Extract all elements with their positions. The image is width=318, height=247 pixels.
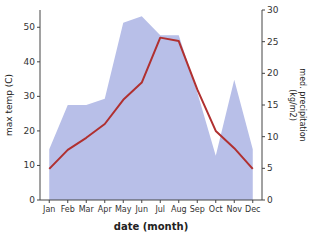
y2-tick-label: 20 [267, 68, 279, 78]
y2-axis-label-line: med. precipitation [298, 68, 307, 141]
x-tick [178, 200, 179, 203]
page: {"chart_data": {"type": "line", "xlabel"… [0, 0, 318, 247]
y-tick-label: 30 [24, 91, 36, 101]
y2-tick-label: 25 [267, 37, 278, 47]
x-axis-line [40, 200, 262, 201]
x-tick [104, 200, 105, 203]
x-tick-label: Feb [61, 205, 75, 214]
y2-tick [262, 41, 265, 42]
y-tick-label: 20 [24, 126, 36, 136]
x-tick [123, 200, 124, 203]
y-tick-label: 40 [24, 57, 36, 67]
x-axis-label: date (month) [114, 221, 188, 232]
y2-axis-label: med. precipitation(kg/m2) [288, 68, 307, 141]
y-tick [37, 130, 40, 131]
x-tick-label: Aug [171, 205, 187, 214]
precip-area [49, 16, 253, 200]
x-tick-label: May [115, 205, 132, 214]
x-tick-label: Apr [98, 205, 113, 214]
x-tick-label: Jul [154, 205, 165, 214]
y2-tick [262, 73, 265, 74]
y2-tick-label: 10 [267, 132, 279, 142]
x-tick [67, 200, 68, 203]
y2-tick [262, 200, 265, 201]
y2-tick-label: 0 [267, 195, 273, 205]
y-tick [37, 96, 40, 97]
y-tick [37, 165, 40, 166]
x-tick-label: Dec [245, 205, 260, 214]
x-tick [252, 200, 253, 203]
y2-tick [262, 10, 265, 11]
x-tick-label: Sep [190, 205, 205, 214]
x-tick-label: Oct [209, 205, 223, 214]
y2-tick-label: 5 [267, 163, 273, 173]
axes: 01020304050051015202530JanFebMarAprMayJu… [24, 5, 279, 214]
y-tick [37, 27, 40, 28]
x-tick [49, 200, 50, 203]
data-area [49, 16, 253, 200]
x-tick-label: Mar [79, 205, 95, 214]
y-tick-label: 50 [24, 22, 36, 32]
temp-line [49, 38, 253, 169]
y-axis-label: max temp (C) [4, 74, 14, 136]
y2-tick-label: 15 [267, 100, 278, 110]
x-tick [86, 200, 87, 203]
y-tick-label: 0 [29, 195, 35, 205]
y2-tick [262, 136, 265, 137]
x-tick [234, 200, 235, 203]
y2-tick-label: 30 [267, 5, 279, 15]
x-tick [215, 200, 216, 203]
x-tick-label: Jan [42, 205, 55, 214]
chart: 01020304050051015202530JanFebMarAprMayJu… [0, 0, 318, 247]
x-tick [197, 200, 198, 203]
x-tick-label: Nov [226, 205, 242, 214]
y-axis-line [40, 10, 41, 200]
y2-tick [262, 105, 265, 106]
y2-axis-label-line: (kg/m2) [288, 89, 297, 121]
y-tick-label: 10 [24, 160, 36, 170]
x-tick [160, 200, 161, 203]
x-tick-label: Jun [135, 205, 149, 214]
y2-tick [262, 168, 265, 169]
y-tick [37, 200, 40, 201]
x-tick [141, 200, 142, 203]
y-tick [37, 61, 40, 62]
